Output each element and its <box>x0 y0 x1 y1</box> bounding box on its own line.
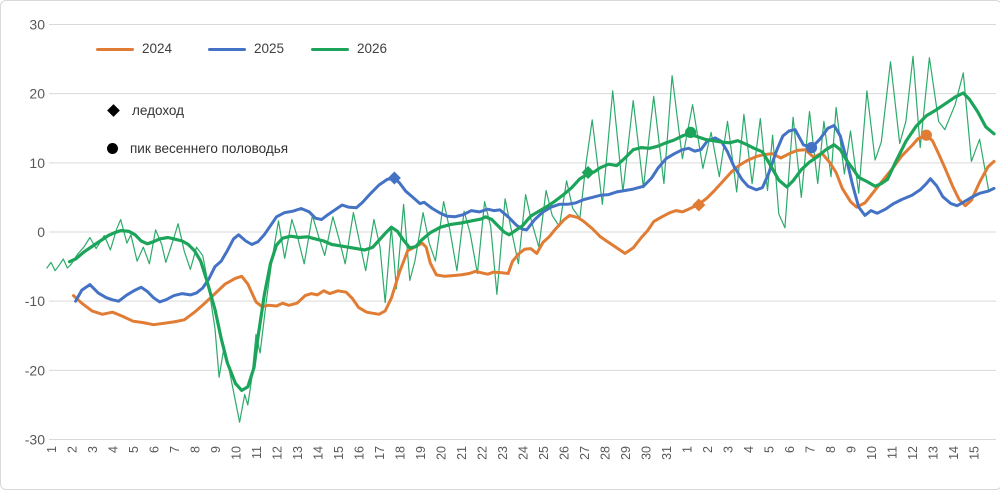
x-tick-label: 25 <box>537 446 551 460</box>
y-tick-label: 20 <box>29 86 45 102</box>
x-tick-label: 24 <box>517 446 531 460</box>
x-tick-label: 13 <box>291 446 305 460</box>
icebreakup-marker-2025 <box>387 171 401 185</box>
x-tick-label: 1 <box>681 446 695 453</box>
x-tick-label: 20 <box>435 446 449 460</box>
marker-legend-label-flood-peak: пик весеннего половодья <box>130 140 289 156</box>
x-tick-label: 8 <box>189 446 203 453</box>
series-legend: 2024 2025 2026 <box>1 39 1000 59</box>
flood-peak-marker-2026 <box>685 126 697 138</box>
flood-peak-marker-2025 <box>805 142 818 154</box>
x-tick-label: 17 <box>373 446 387 460</box>
legend-label-2026: 2026 <box>357 41 388 56</box>
x-tick-label: 7 <box>804 446 818 453</box>
legend-item-2026: 2026 <box>311 39 387 59</box>
x-tick-label: 6 <box>783 446 797 453</box>
x-tick-label: 3 <box>86 446 100 453</box>
x-tick-label: 19 <box>414 446 428 460</box>
x-tick-label: 13 <box>927 446 941 460</box>
x-tick-label: 14 <box>312 446 326 460</box>
diamond-icon <box>107 103 120 117</box>
x-tick-label: 10 <box>865 446 879 460</box>
series-2026-line <box>67 91 996 392</box>
line-swatch-2026 <box>311 47 349 51</box>
x-tick-label: 1 <box>45 446 59 453</box>
x-tick-label: 7 <box>168 446 182 453</box>
y-tick-label: -20 <box>25 362 45 378</box>
y-tick-label: 0 <box>37 224 45 240</box>
x-tick-label: 12 <box>906 446 920 460</box>
x-tick-label: 27 <box>578 446 592 460</box>
x-tick-label: 16 <box>353 446 367 460</box>
legend-label-2025: 2025 <box>254 41 285 56</box>
y-tick-label: -10 <box>25 293 45 309</box>
x-tick-label: 5 <box>763 446 777 453</box>
y-tick-label: -30 <box>25 432 45 448</box>
x-tick-label: 21 <box>455 446 469 460</box>
icebreakup-marker-2026 <box>581 166 595 180</box>
line-swatch-2024 <box>96 47 134 51</box>
x-tick-label: 2 <box>701 446 715 453</box>
x-tick-label: 26 <box>558 446 572 460</box>
x-tick-label: 3 <box>722 446 736 453</box>
flood-peak-marker-2024 <box>920 129 932 141</box>
x-tick-label: 5 <box>127 446 141 453</box>
x-tick-label: 8 <box>824 446 838 453</box>
x-tick-label: 28 <box>599 446 613 460</box>
x-tick-label: 23 <box>496 446 510 460</box>
circle-icon <box>107 142 118 154</box>
x-tick-label: 30 <box>640 446 654 460</box>
x-tick-label: 18 <box>394 446 408 460</box>
x-tick-label: 12 <box>271 446 285 460</box>
marker-legend-icebreakup: ледоход <box>107 102 184 118</box>
marker-legend-flood-peak: пик весеннего половодья <box>107 140 288 156</box>
line-swatch-2025 <box>208 47 246 51</box>
x-tick-label: 22 <box>476 446 490 460</box>
legend-item-2024: 2024 <box>96 39 172 59</box>
y-tick-label: 30 <box>29 16 45 32</box>
x-tick-label: 9 <box>209 446 223 453</box>
marker-legend-label-icebreakup: ледоход <box>132 102 185 118</box>
x-tick-label: 4 <box>742 446 756 453</box>
legend-item-2025: 2025 <box>208 39 284 59</box>
x-tick-label: 14 <box>947 446 961 460</box>
x-tick-label: 6 <box>148 446 162 453</box>
series-2026-raw-line <box>46 55 995 423</box>
x-tick-label: 31 <box>660 446 674 460</box>
series-2025-line <box>74 124 996 304</box>
x-tick-label: 9 <box>845 446 859 453</box>
y-tick-label: 10 <box>29 155 45 171</box>
x-tick-label: 4 <box>107 446 121 453</box>
x-tick-label: 10 <box>230 446 244 460</box>
x-tick-label: 11 <box>886 446 900 459</box>
legend-label-2024: 2024 <box>142 41 173 56</box>
x-tick-label: 2 <box>66 446 80 453</box>
x-tick-label: 15 <box>968 446 982 460</box>
x-tick-label: 11 <box>250 446 264 459</box>
x-tick-label: 29 <box>619 446 633 460</box>
x-tick-label: 15 <box>332 446 346 460</box>
